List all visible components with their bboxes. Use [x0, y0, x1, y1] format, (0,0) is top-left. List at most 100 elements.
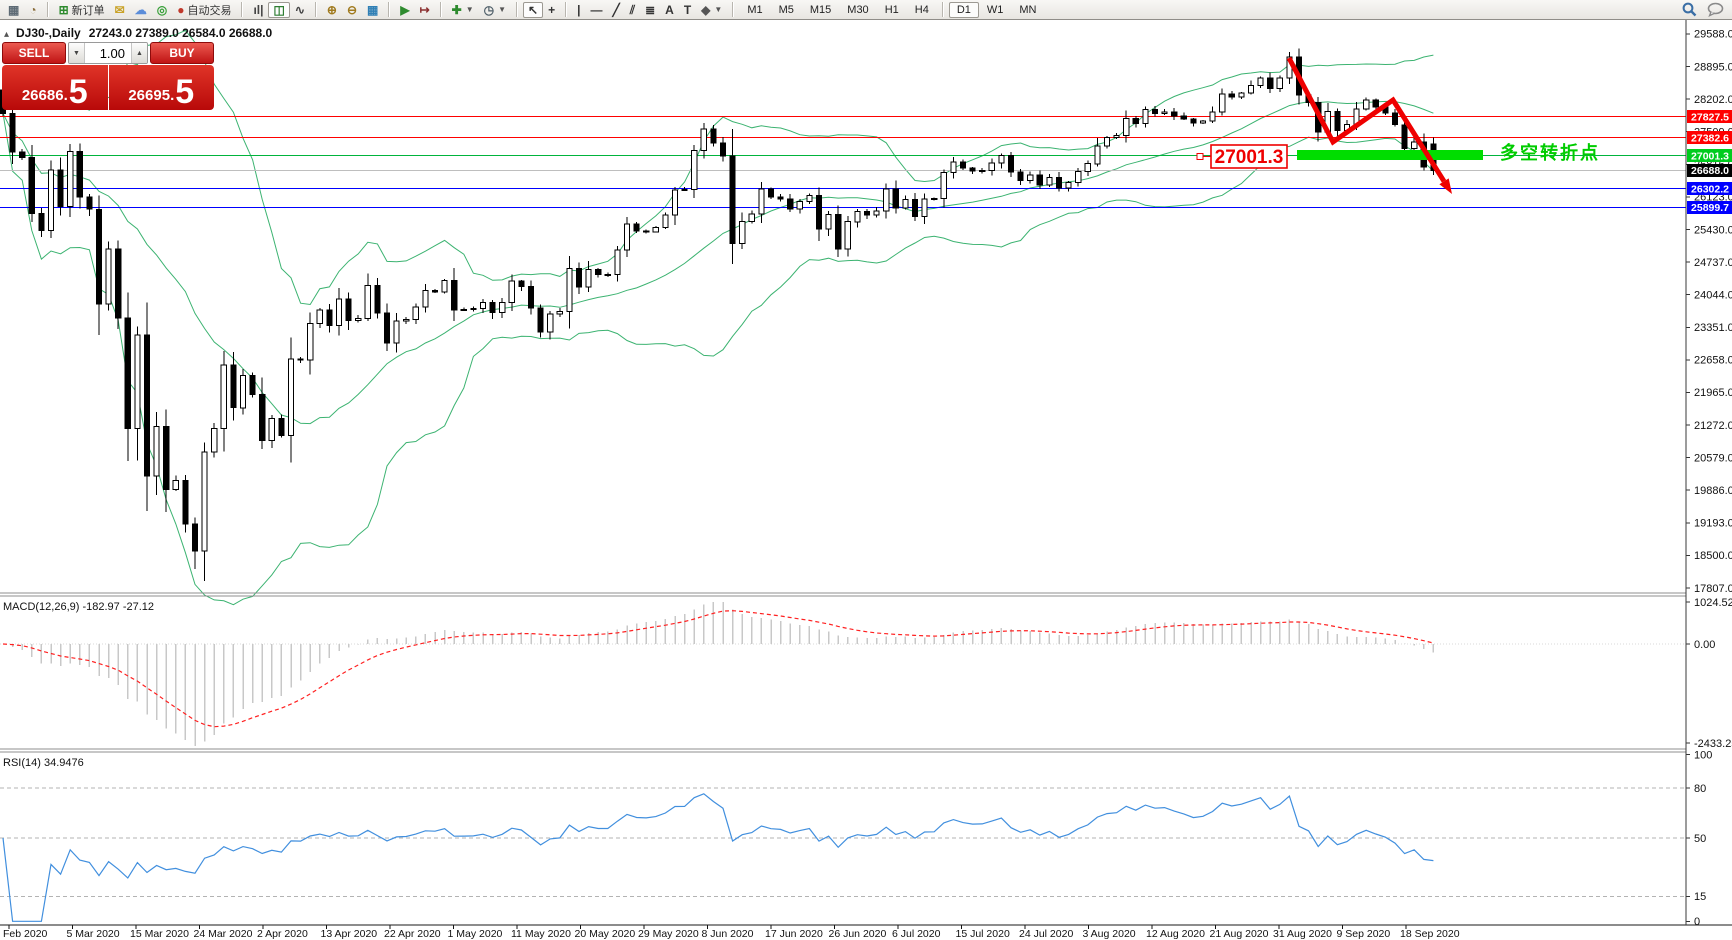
toolbar-indicators-add[interactable]: ✚ ▼ [447, 2, 479, 18]
toolbar-bar-chart-mode[interactable]: ıl| [248, 2, 268, 18]
toolbar-channel-tool[interactable]: ⫽ [625, 2, 640, 18]
toolbar-new-order[interactable]: ⊞ 新订单 [54, 0, 110, 20]
sell-button[interactable]: SELL [2, 42, 66, 64]
toolbar-new-chart[interactable]: ▦ [3, 2, 24, 18]
panel-separator-rsi[interactable] [0, 748, 1686, 753]
svg-text:21 Aug 2020: 21 Aug 2020 [1210, 928, 1269, 940]
search-icon[interactable] [1682, 2, 1697, 17]
price-flag: 27827.5 [1687, 110, 1732, 124]
sell-price-display[interactable]: 26686 . 5 [2, 65, 108, 110]
toolbar-profiles[interactable]: ◔ [24, 2, 41, 18]
volume-decrement-button[interactable]: ▼ [69, 43, 85, 63]
tile-windows-icon: ▦ [367, 2, 379, 17]
svg-text:24 Mar 2020: 24 Mar 2020 [194, 928, 253, 940]
toolbar-vertical-line-tool[interactable]: | [572, 2, 585, 18]
trendline-tool-icon: ╱ [612, 2, 620, 17]
volume-input[interactable]: 1.00 [99, 45, 125, 61]
toolbar-arrows-tool[interactable]: ◆ ▼ [696, 2, 727, 18]
trend-zigzag-arrow[interactable] [1286, 56, 1447, 183]
panel-separator-macd[interactable] [0, 592, 1686, 597]
toolbar-line-chart-mode[interactable]: ∿ [290, 2, 310, 18]
toolbar-separator [46, 2, 49, 17]
toolbar-candlestick-mode[interactable]: ◫ [268, 1, 290, 18]
svg-text:1024.52: 1024.52 [1694, 597, 1732, 609]
svg-text:31 Aug 2020: 31 Aug 2020 [1273, 928, 1332, 940]
toolbar-tile-windows[interactable]: ▦ [362, 2, 383, 18]
macd-label: MACD(12,26,9) -182.97 -27.12 [3, 601, 154, 613]
svg-text:29 May 2020: 29 May 2020 [638, 928, 699, 940]
toolbar-chart-shift[interactable]: ↦ [415, 2, 435, 18]
community-icon: ☁ [134, 2, 147, 17]
chat-icon[interactable] [1707, 2, 1724, 17]
timeframe-M30[interactable]: M30 [847, 3, 869, 16]
toolbar-zoom-out[interactable]: ⊖ [342, 2, 362, 18]
one-click-trading-panel: SELL ▼ 1.00 ▲ BUY 26686 . 5 26695 . 5 [2, 42, 214, 110]
toolbar-crosshair-tool[interactable]: + [543, 2, 560, 18]
svg-text:24737.0: 24737.0 [1694, 257, 1732, 269]
line-chart-mode-icon: ∿ [294, 2, 305, 17]
toolbar-mailbox[interactable]: ✉ [110, 2, 130, 18]
toolbar-separator [388, 2, 391, 17]
volume-stepper: ▼ 1.00 ▲ [68, 42, 148, 64]
rsi-label: RSI(14) 34.9476 [3, 757, 84, 769]
timeframe-W1[interactable]: W1 [986, 3, 1004, 16]
toolbar-autotrading[interactable]: ● 自动交易 [172, 0, 236, 20]
toolbar-zoom-in[interactable]: ⊕ [322, 2, 342, 18]
volume-increment-button[interactable]: ▲ [131, 43, 147, 63]
toolbar-text-tool[interactable]: A [660, 2, 679, 18]
svg-text:11 May 2020: 11 May 2020 [511, 928, 571, 940]
price-callout-marker[interactable] [1196, 153, 1204, 160]
caret-down-icon: ▼ [465, 5, 474, 14]
svg-text:2 Apr 2020: 2 Apr 2020 [257, 928, 308, 940]
timeframe-M1[interactable]: M1 [747, 3, 763, 16]
timeframe-D1[interactable]: D1 [948, 1, 979, 18]
autotrading-label: 自动交易 [187, 4, 232, 17]
timeframe-M15[interactable]: M15 [809, 3, 832, 16]
toolbar-fibonacci-tool[interactable]: ≣ [640, 2, 660, 18]
timeframe-H1[interactable]: H1 [884, 3, 899, 16]
svg-text:20 May 2020: 20 May 2020 [575, 928, 636, 940]
caret-down-icon: ▼ [714, 5, 723, 14]
toolbar-market-signals[interactable]: ◎ [152, 2, 172, 18]
date-axis[interactable]: Feb 2020 5 Mar 2020 15 Mar 2020 24 Mar 2020… [3, 925, 1460, 940]
support-zone-bar[interactable] [1297, 150, 1483, 160]
arrowhead [1439, 178, 1452, 194]
buy-button[interactable]: BUY [150, 42, 214, 64]
price-flag: 27001.3 [1687, 149, 1732, 162]
price-axis[interactable]: 17807.0 18500.0 19193.0 19886.0 20579.0 21272… [1686, 29, 1732, 595]
svg-text:20579.0: 20579.0 [1694, 452, 1732, 464]
buy-price-display[interactable]: 26695 . 5 [108, 65, 214, 110]
svg-text:80: 80 [1694, 783, 1706, 795]
toolbar-trendline-tool[interactable]: ╱ [607, 2, 624, 18]
timeframe-H4[interactable]: H4 [914, 3, 929, 16]
toolbar-auto-scroll[interactable]: ▶ [395, 2, 414, 18]
macd-indicator: 1024.52 0.00 -2433.25 [0, 597, 1732, 750]
timeframe-M5[interactable]: M5 [778, 3, 794, 16]
chart-annotations[interactable]: 27001.3 [1196, 56, 1483, 194]
buy-price-main: 26695 [128, 87, 171, 104]
svg-text:100: 100 [1694, 750, 1712, 762]
toolbar-horizontal-line-tool[interactable]: — [585, 2, 607, 18]
bollinger-bands [2, 29, 1434, 606]
svg-text:24 Jul 2020: 24 Jul 2020 [1019, 928, 1073, 940]
price-flag: 26302.2 [1687, 182, 1732, 195]
svg-text:22658.0: 22658.0 [1694, 355, 1732, 367]
svg-text:18 Sep 2020: 18 Sep 2020 [1400, 928, 1460, 940]
toolbar-cursor-tool[interactable]: ↖ [523, 1, 544, 18]
toolbar-period-selector[interactable]: ◷ ▼ [479, 2, 511, 18]
price-callout-box[interactable] [1210, 144, 1288, 169]
timeframe-MN[interactable]: MN [1019, 3, 1037, 16]
svg-text:21965.0: 21965.0 [1694, 387, 1732, 399]
toolbar-text-label-tool[interactable]: T [679, 2, 696, 18]
svg-text:27001.3: 27001.3 [1691, 150, 1729, 162]
sell-price-main: 26686 [21, 87, 64, 104]
toolbar-community[interactable]: ☁ [130, 2, 152, 18]
chart-shift-icon: ↦ [419, 2, 430, 17]
toolbar-separator [516, 2, 519, 17]
new-order-icon: ⊞ [58, 2, 69, 17]
zoom-in-icon: ⊕ [326, 2, 337, 17]
turning-point-note[interactable]: 多空转折点 [1500, 142, 1600, 163]
chart-title-marker: ▴ [4, 29, 9, 40]
svg-text:26688.0: 26688.0 [1691, 165, 1729, 177]
